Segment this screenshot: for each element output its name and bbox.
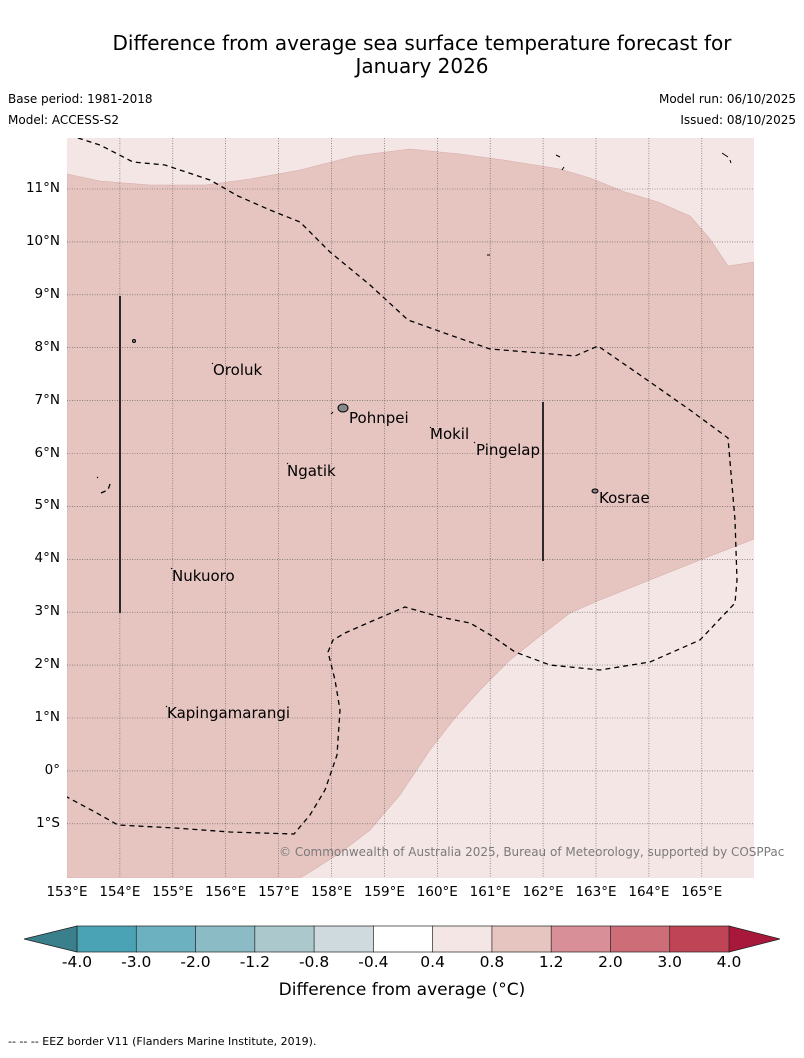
latitude-label: 9°N	[34, 285, 60, 302]
colorbar-label: Difference from average (°C)	[278, 980, 526, 1000]
island-kosrae	[591, 488, 599, 494]
colorbar-segment	[195, 925, 256, 953]
longitude-label: 158°E	[310, 884, 353, 900]
longitude-label: 162°E	[522, 884, 564, 900]
eez-border	[67, 138, 738, 835]
colorbar-segment	[76, 925, 138, 953]
colorbar-segment	[135, 925, 197, 953]
longitude-label: 157°E	[258, 884, 300, 900]
place-pingelap: Pingelap	[476, 441, 541, 459]
longitude-label: 153°E	[46, 884, 88, 900]
place-oroluk: Oroluk	[213, 361, 263, 379]
latitude-label: 7°N	[34, 391, 60, 408]
longitude-label: 161°E	[469, 884, 511, 900]
colorbar-segment	[550, 925, 612, 953]
island-pohnpei	[337, 403, 349, 413]
colorbar-segment	[491, 925, 553, 953]
issued-date: Issued: 08/10/2025	[680, 113, 796, 127]
longitude-label: 160°E	[416, 884, 458, 900]
longitude-label: 165°E	[681, 884, 723, 900]
colorbar-high-extension	[728, 925, 781, 953]
colorbar-tick-label: 1.2	[538, 953, 564, 971]
colorbar-segment	[254, 925, 315, 953]
colorbar-tick-label: 0.8	[479, 953, 505, 971]
longitude-label: 163°E	[575, 884, 617, 900]
title-line-2: January 2026	[355, 54, 489, 78]
colorbar-tick-label: 2.0	[598, 953, 623, 971]
place-mokil: Mokil	[430, 425, 470, 443]
colorbar-tick-label: -4.0	[61, 953, 93, 971]
colorbar-tick-label: -3.0	[121, 953, 152, 971]
colorbar-tick-label: 3.0	[657, 953, 683, 971]
map-title: Difference from average sea surface temp…	[60, 32, 784, 78]
copyright-notice: © Commonwealth of Australia 2025, Bureau…	[279, 845, 785, 859]
longitude-label: 156°E	[205, 884, 247, 900]
colorbar	[23, 925, 781, 953]
latitude-label: 4°N	[34, 550, 60, 567]
colorbar-segment	[610, 925, 671, 953]
place-kapingamarangi: Kapingamarangi	[167, 704, 291, 722]
longitude-label: 164°E	[628, 884, 670, 900]
eez-footnote: -- -- -- EEZ border V11 (Flanders Marine…	[8, 1035, 317, 1048]
colorbar-tick-label: 4.0	[716, 953, 742, 971]
latitude-label: 5°N	[34, 497, 60, 514]
place-pohnpei: Pohnpei	[349, 409, 409, 427]
colorbar-tick-label: -0.8	[298, 953, 330, 971]
latitude-label: 1°S	[36, 814, 60, 831]
latitude-label: 8°N	[34, 338, 60, 355]
colorbar-tick-label: -0.4	[358, 953, 389, 971]
colorbar-segment	[669, 925, 730, 953]
latitude-label: 0°	[44, 761, 60, 778]
longitude-label: 155°E	[152, 884, 194, 900]
colorbar-tick-label: -1.2	[239, 953, 270, 971]
model-run-date: Model run: 06/10/2025	[658, 92, 796, 106]
latitude-label: 2°N	[34, 656, 60, 673]
colorbar-tick-label: -2.0	[180, 953, 211, 971]
place-kosrae: Kosrae	[599, 489, 650, 507]
latitude-label: 11°N	[25, 180, 60, 196]
islands	[96, 152, 732, 708]
longitude-label: 159°E	[363, 884, 405, 900]
island-small-west	[132, 339, 136, 343]
title-line-1: Difference from average sea surface temp…	[112, 31, 732, 55]
colorbar-low-extension	[23, 925, 78, 953]
model-name: Model: ACCESS-S2	[8, 113, 120, 127]
latitude-label: 10°N	[25, 232, 60, 249]
graticule	[67, 138, 754, 878]
vertical-markers	[119, 296, 544, 613]
colorbar-segment	[373, 925, 434, 953]
anomaly-band-medium	[67, 148, 754, 878]
place-nukuoro: Nukuoro	[172, 567, 235, 585]
colorbar-tick-label: 0.4	[420, 953, 445, 971]
latitude-label: 6°N	[34, 444, 60, 461]
longitude-label: 154°E	[99, 884, 141, 900]
colorbar-segment	[432, 925, 493, 953]
latitude-label: 1°N	[34, 709, 60, 725]
colorbar-segment	[313, 925, 375, 953]
base-period: Base period: 1981-2018	[8, 92, 153, 106]
place-ngatik: Ngatik	[287, 462, 336, 480]
latitude-label: 3°N	[34, 603, 60, 620]
